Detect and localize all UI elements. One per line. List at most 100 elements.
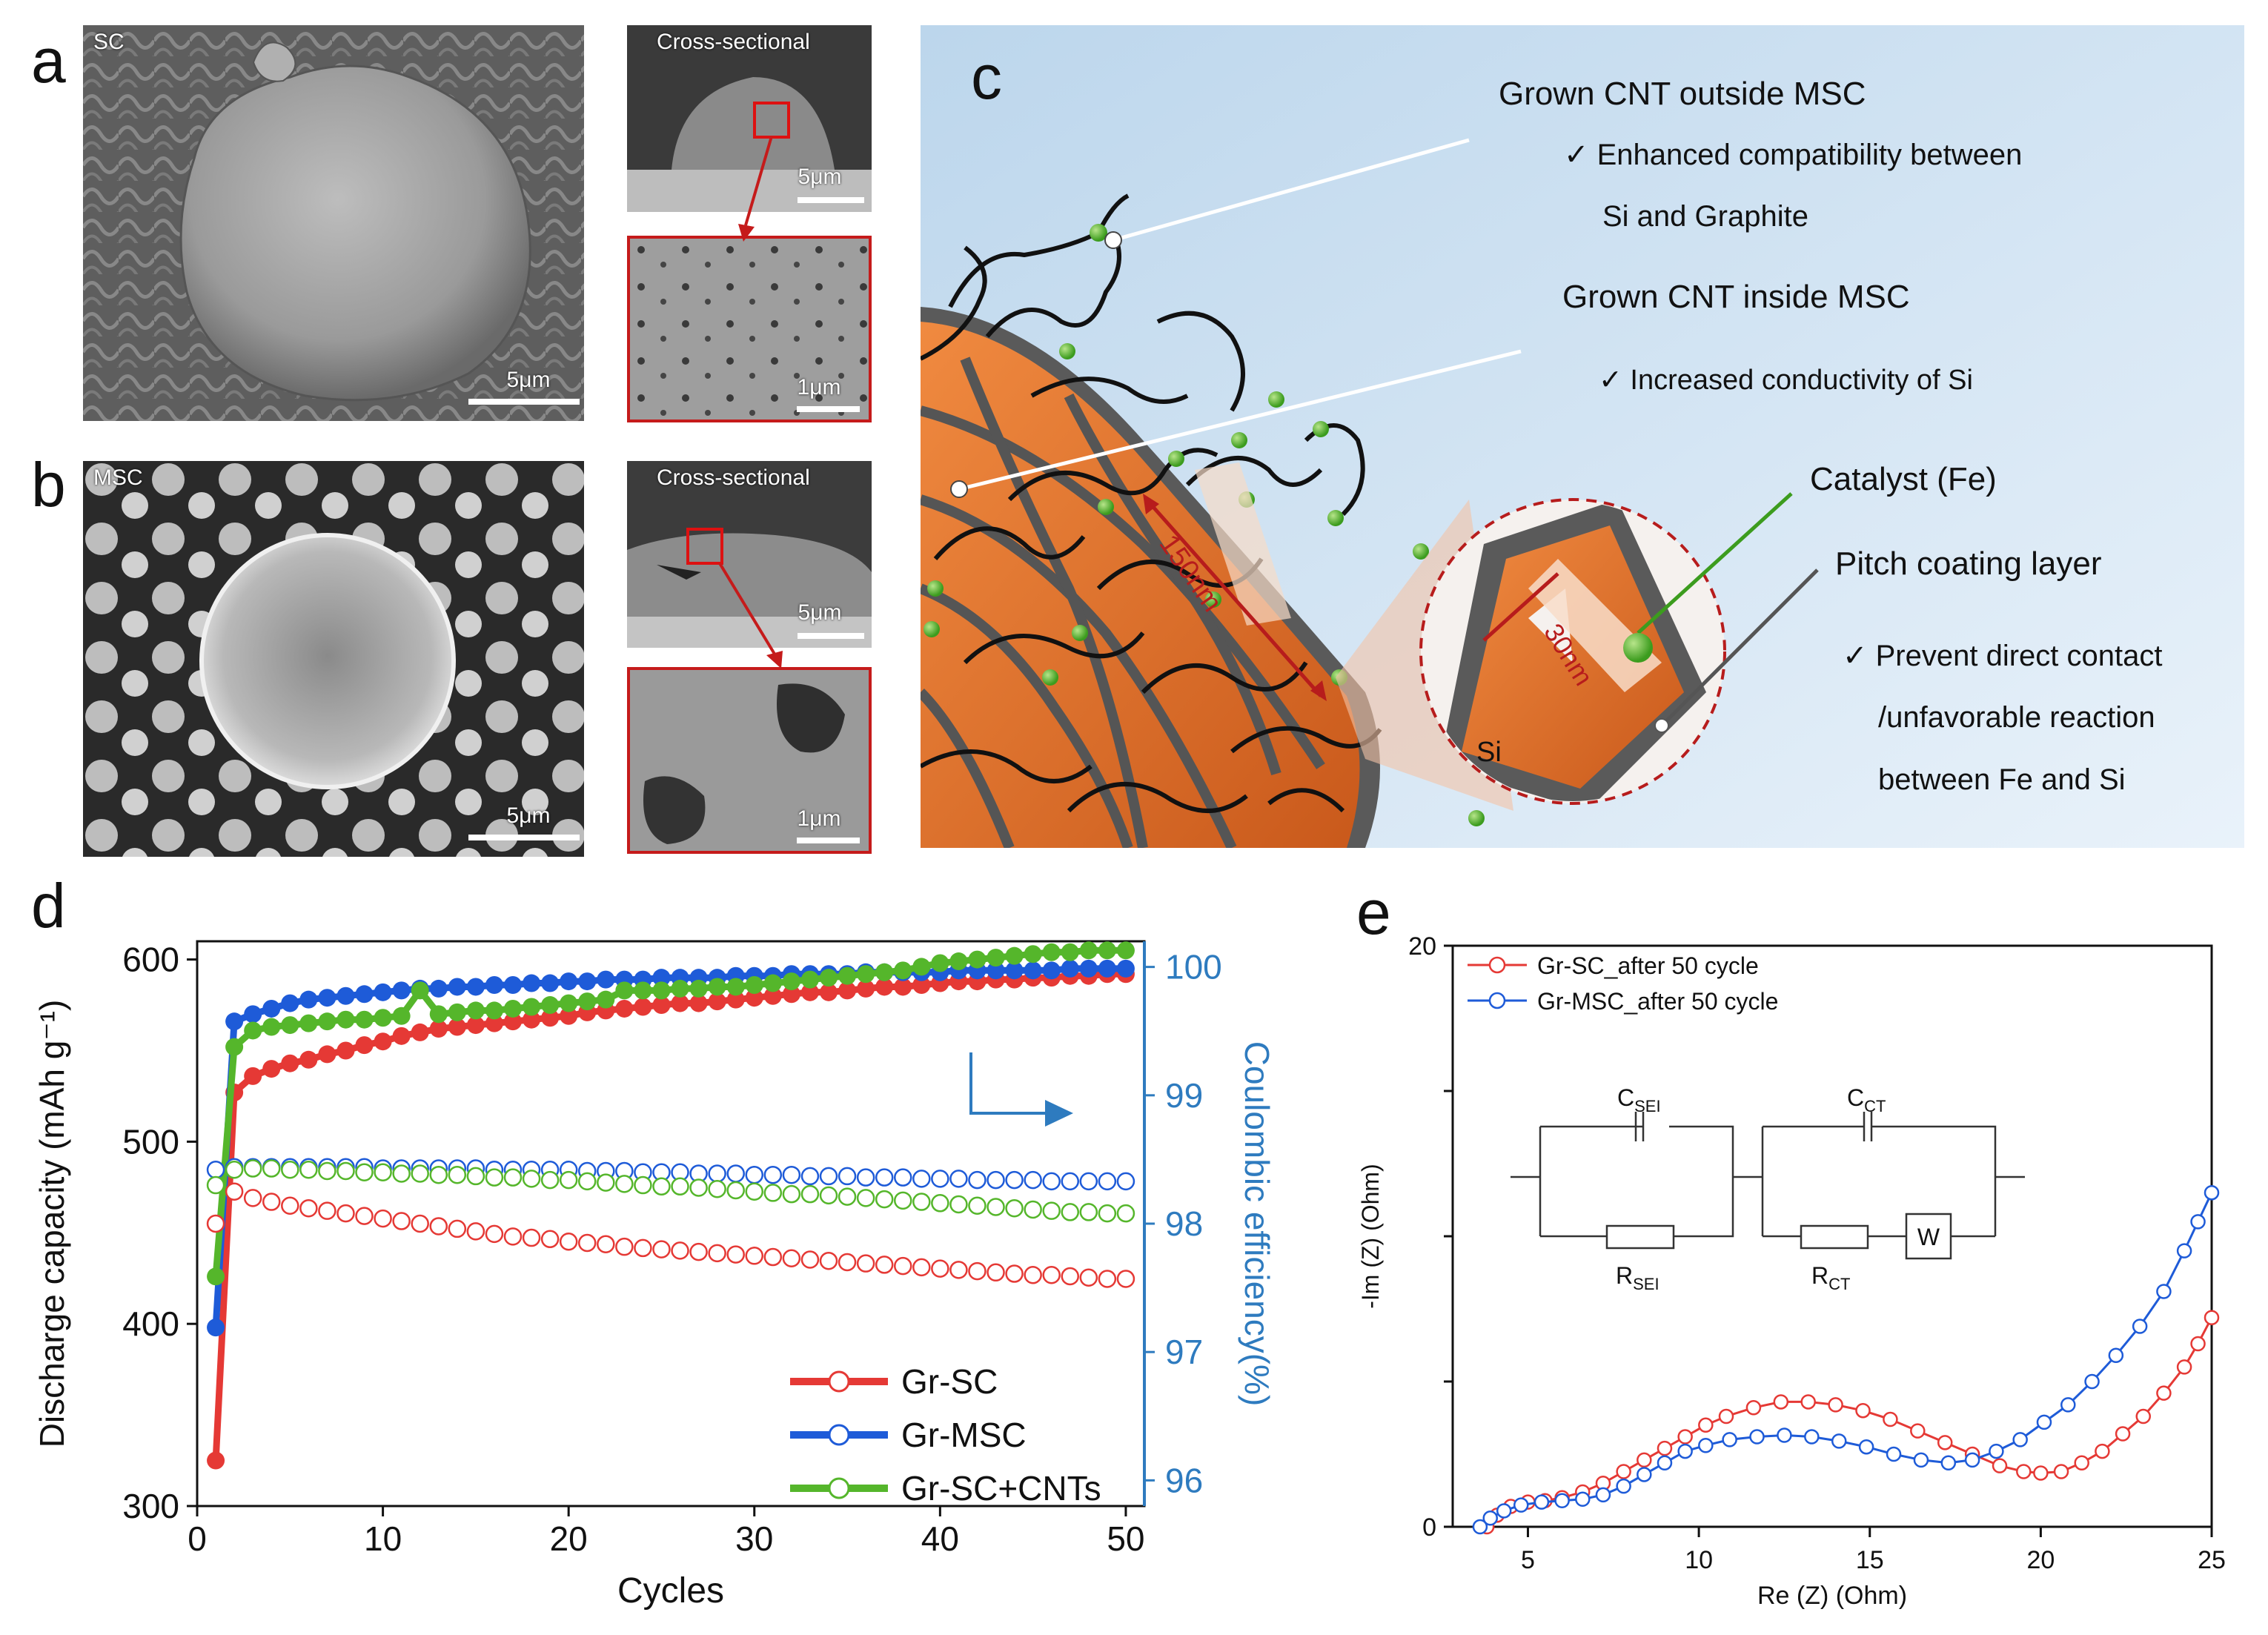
chart-d-point <box>429 1005 448 1024</box>
chart-d-point <box>726 978 745 996</box>
chart-d-point <box>1061 1172 1080 1191</box>
chart-d-point <box>523 1010 541 1029</box>
chart-d-point <box>968 1261 987 1281</box>
chart-d-point <box>243 1189 262 1207</box>
chart-d-point <box>299 1161 318 1179</box>
chart-d-point <box>429 979 448 998</box>
sem-zoom-sc: 1μm <box>627 236 872 422</box>
chart-d-point <box>540 1170 560 1190</box>
chart-d-point <box>652 1177 671 1196</box>
chart-d-point <box>987 961 1005 980</box>
chart-d-point <box>1042 943 1061 961</box>
chart-d-point <box>1116 1270 1135 1288</box>
chart-d-point <box>819 1186 838 1205</box>
chart-e-ylabel: -Im (Z) (Ohm) <box>1357 1164 1384 1309</box>
chart-e-point <box>2190 1336 2206 1352</box>
chart-d-point <box>466 1001 485 1020</box>
sem-msc-scale-bar <box>468 835 580 840</box>
sem-zoom-msc-scale-bar <box>797 838 860 843</box>
chart-d-point <box>931 954 949 972</box>
chart-d-point <box>708 978 726 996</box>
chart-d-point <box>504 1012 522 1031</box>
sem-zoom-msc-scale-text: 1μm <box>797 806 841 831</box>
chart-e-point <box>1800 1394 1816 1410</box>
chart-d-point <box>745 975 763 994</box>
chart-d-point <box>1005 946 1024 965</box>
chart-e-point <box>1992 1458 2008 1473</box>
chart-d-point <box>262 999 281 1018</box>
schematic-drawing <box>917 25 2244 850</box>
chart-e-point <box>1883 1411 1898 1427</box>
chart-d-point <box>560 994 578 1012</box>
sem-cross-sc: Cross-sectional 5μm <box>627 25 872 212</box>
chart-d-point <box>206 1175 225 1195</box>
circuit-block2-wires <box>1761 1125 1864 1238</box>
chart-d-point <box>1042 961 1061 980</box>
sem-sc-scale-bar <box>468 399 580 405</box>
cnt-inside-point: ✓ Increased conductivity of Si <box>1599 365 1973 396</box>
chart-d-point <box>1116 941 1135 960</box>
chart-e-xtick-label: 10 <box>1685 1546 1713 1574</box>
chart-d-point <box>541 974 560 992</box>
chart-d-point <box>652 1240 671 1258</box>
chart-d-point <box>392 1164 411 1183</box>
chart-e-point <box>2108 1347 2124 1363</box>
chart-d-point <box>466 978 485 996</box>
chart-d-point <box>893 1191 912 1210</box>
chart-e-point <box>2132 1319 2148 1334</box>
chart-d-point <box>634 1238 652 1258</box>
chart-e-point <box>1677 1443 1693 1459</box>
cnt-outside-point1: ✓ Enhanced compatibility between <box>1564 139 2023 171</box>
chart-e-xtick-label: 20 <box>2026 1546 2055 1574</box>
chart-e-point <box>1940 1455 1957 1471</box>
sem-cross-msc-scale-text: 5μm <box>798 600 842 625</box>
chart-d-point <box>262 1018 281 1036</box>
chart-d-point <box>374 1009 392 1027</box>
chart-d-point <box>893 1256 912 1276</box>
chart-d-point <box>931 1170 949 1188</box>
sem-sc-texture <box>83 25 584 421</box>
chart-d-point <box>485 1014 503 1032</box>
chart-e-point <box>1910 1423 1926 1439</box>
circuit-label-r-ct: RCT <box>1811 1262 1850 1293</box>
dimension-150nm <box>1143 462 1327 701</box>
chart-e-xtick-label: 5 <box>1521 1546 1535 1574</box>
chart-d-point <box>429 1019 448 1038</box>
chart-d-point <box>763 986 782 1005</box>
chart-d-point <box>243 1159 262 1178</box>
chart-d-point <box>1005 961 1024 980</box>
chart-d-point <box>355 1207 374 1225</box>
chart-d-point <box>1024 1170 1042 1190</box>
chart-d-point <box>355 1010 374 1029</box>
chart-d-xtick-label: 20 <box>550 1519 588 1558</box>
chart-e-point <box>1513 1497 1529 1513</box>
chart-d-point <box>411 1214 429 1233</box>
chart-e-legend-marker <box>1488 956 1506 974</box>
chart-d-point <box>782 1184 801 1204</box>
chart-d-point <box>671 994 689 1012</box>
chart-d-point <box>281 1196 299 1216</box>
chart-d-point <box>987 1263 1005 1282</box>
chart-e-point <box>1745 1400 1762 1416</box>
chart-d-point <box>1042 1266 1061 1284</box>
zoom-arrow-a <box>738 136 773 242</box>
chart-d-point <box>800 1250 820 1269</box>
chart-e-ytick-label: 20 <box>1408 932 1436 961</box>
chart-e-point <box>2012 1432 2028 1447</box>
chart-d-point <box>597 970 615 989</box>
chart-d-point <box>336 1041 355 1060</box>
circuit-label-r-sei: RSEI <box>1616 1262 1659 1293</box>
chart-d-point <box>578 972 597 991</box>
chart-d: 0 10 20 30 40 50 300 400 500 600 96 97 98 99 100 Cycles… <box>33 940 1276 1611</box>
chart-d-point <box>392 1006 411 1025</box>
chart-d-point <box>745 1165 764 1184</box>
chart-d-point <box>448 1018 466 1036</box>
chart-d-point <box>800 983 819 1001</box>
sem-cross-sc-scale-text: 5μm <box>798 165 842 189</box>
zoom-arrow-b <box>718 562 783 669</box>
chart-d-point <box>1116 959 1135 978</box>
chart-d-point <box>726 1164 745 1183</box>
chart-d-point <box>299 1050 318 1069</box>
chart-d-point <box>856 1189 875 1207</box>
chart-d-point <box>466 1167 485 1186</box>
